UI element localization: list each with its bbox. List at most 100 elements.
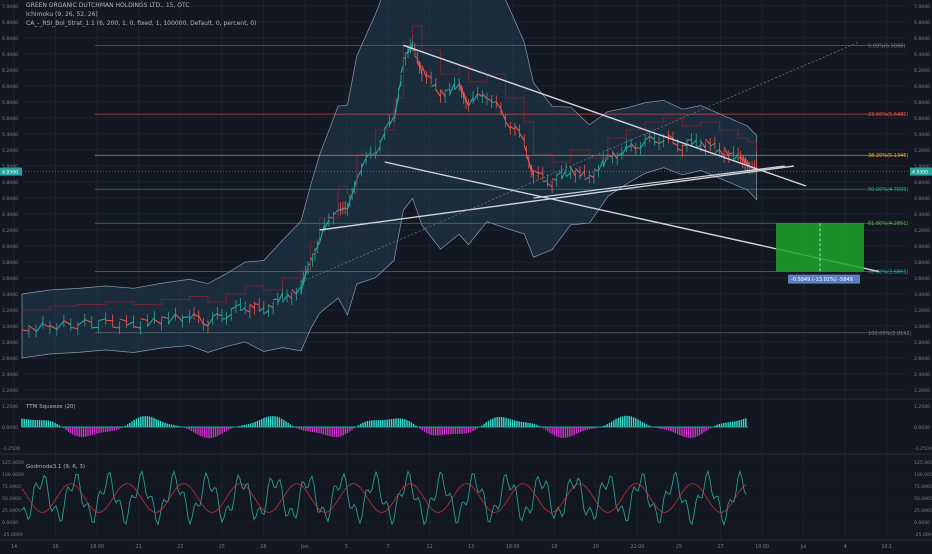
price-segment <box>273 299 278 300</box>
price-tick-left: 6.2000 <box>2 68 18 74</box>
price-tick-left: 6.8000 <box>2 20 18 26</box>
price-tick-right: 6.2000 <box>914 68 930 74</box>
godmode-tick-right: -25.0000 <box>914 532 932 538</box>
godmode-panel: Godmode3.1 (9, 6, 3)125.0000125.0000100.… <box>2 460 932 538</box>
price-tick-right: 2.2000 <box>914 388 930 394</box>
time-tick: 21 <box>136 544 142 550</box>
price-tick-left: 5.8000 <box>2 100 18 106</box>
godmode-tick-right: 75.0000 <box>914 484 932 490</box>
price-tick-right: 3.2000 <box>914 308 930 314</box>
price-tick-right: 3.4000 <box>914 292 930 298</box>
price-tick-left: 6.0000 <box>2 84 18 90</box>
time-tick: 18:00 <box>506 544 520 550</box>
price-tick-right: 5.8000 <box>914 100 930 106</box>
godmode-title: Godmode3.1 (9, 6, 3) <box>26 464 85 470</box>
time-tick: 11 <box>427 544 433 550</box>
godmode-tick-right: 25.0000 <box>914 508 932 514</box>
ttm-tick-right: 1.2500 <box>914 404 930 410</box>
price-tick-left: 3.8000 <box>2 260 18 266</box>
godmode-tick-right: 50.0000 <box>914 496 932 502</box>
price-tick-left: 3.2000 <box>2 308 18 314</box>
fib-level-label: 0.00%(6.5088) <box>868 43 905 49</box>
godmode-tick-left: 50.0000 <box>2 496 21 502</box>
price-tick-left: 6.6000 <box>2 36 18 42</box>
price-tick-left: 3.0000 <box>2 324 18 330</box>
measure-label: -0.5849 (-13.01%) -5849 <box>791 277 853 283</box>
time-tick: Jul <box>800 544 807 550</box>
fib-level-label: 61.80%(4.2851) <box>868 221 909 227</box>
godmode-tick-left: -25.0000 <box>2 532 23 538</box>
price-tick-left: 4.8000 <box>2 180 18 186</box>
chart-title: GREEN ORGANIC DUTCHMAN HOLDINGS LTD., 15… <box>26 2 190 9</box>
ttm-tick-right: 0.0000 <box>914 425 930 431</box>
time-tick: 25 <box>676 544 682 550</box>
price-tick-left: 2.4000 <box>2 372 18 378</box>
godmode-tick-right: 100.0000 <box>914 472 932 478</box>
price-tick-right: 4.8000 <box>914 180 930 186</box>
price-tick-left: 3.6000 <box>2 276 18 282</box>
price-tick-right: 4.6000 <box>914 196 930 202</box>
last-price-label-left: 4.9300 <box>2 170 18 176</box>
fib-level-label: 38.20%(5.1346) <box>868 153 909 159</box>
time-tick: 23 <box>177 544 183 550</box>
price-tick-left: 7.0000 <box>2 4 18 10</box>
price-tick-right: 6.8000 <box>914 20 930 26</box>
godmode-tick-right: 0.0000 <box>914 520 930 526</box>
ttm-tick-left: 0.0000 <box>2 425 18 431</box>
godmode-tick-left: 75.0000 <box>2 484 21 490</box>
price-segment <box>687 140 692 141</box>
indicator-legend-ichimoku: Ichimoku (9, 26, 52, 26) <box>26 11 98 18</box>
price-segment <box>182 317 189 318</box>
time-tick: 5 <box>345 544 348 550</box>
price-tick-right: 5.4000 <box>914 132 930 138</box>
price-tick-left: 4.2000 <box>2 228 18 234</box>
price-segment <box>543 181 548 182</box>
last-price-label-right: 4.9300 <box>912 170 928 176</box>
price-tick-right: 3.8000 <box>914 260 930 266</box>
price-tick-right: 6.6000 <box>914 36 930 42</box>
time-tick: 27 <box>717 544 723 550</box>
ttm-tick-left: -1.2500 <box>2 446 20 452</box>
price-tick-left: 4.6000 <box>2 196 18 202</box>
price-tick-right: 6.4000 <box>914 52 930 58</box>
price-tick-right: 5.2000 <box>914 148 930 154</box>
price-segment <box>92 327 99 328</box>
fib-level-label: 100.00%(2.9148) <box>868 331 912 337</box>
price-tick-right: 4.0000 <box>914 244 930 250</box>
price-segment <box>255 304 260 305</box>
target-measure[interactable]: -0.5849 (-13.01%) -5849 <box>776 223 864 283</box>
price-tick-left: 5.2000 <box>2 148 18 154</box>
godmode-tick-left: 25.0000 <box>2 508 21 514</box>
price-segment <box>106 320 113 321</box>
price-tick-left: 2.8000 <box>2 340 18 346</box>
price-tick-right: 2.8000 <box>914 340 930 346</box>
godmode-tick-left: 0.0000 <box>2 520 18 526</box>
price-tick-right: 2.4000 <box>914 372 930 378</box>
godmode-tick-left: 125.0000 <box>2 460 24 466</box>
price-segment <box>682 145 687 146</box>
time-tick: 18:00 <box>90 544 104 550</box>
time-tick: 4 <box>844 544 847 550</box>
time-tick: 16 <box>53 544 59 550</box>
price-tick-left: 5.4000 <box>2 132 18 138</box>
price-segment <box>492 102 497 103</box>
price-tick-right: 3.6000 <box>914 276 930 282</box>
price-tick-left: 5.6000 <box>2 116 18 122</box>
ttm-tick-right: -1.2500 <box>914 446 932 452</box>
price-tick-right: 5.6000 <box>914 116 930 122</box>
time-tick: 18 <box>551 544 557 550</box>
price-tick-right: 4.4000 <box>914 212 930 218</box>
price-tick-left: 2.6000 <box>2 356 18 362</box>
indicator-legend-rsi-bol: CA_-_RSI_Bol_Strat_1.1 (6, 200, 1, 0, fi… <box>26 20 256 27</box>
time-tick: Jun <box>300 544 309 550</box>
price-tick-right: 4.2000 <box>914 228 930 234</box>
fib-level-label: 23.60%(5.6480) <box>868 112 909 118</box>
price-tick-right: 3.0000 <box>914 324 930 330</box>
price-tick-right: 2.6000 <box>914 356 930 362</box>
price-tick-left: 4.0000 <box>2 244 18 250</box>
price-tick-left: 2.2000 <box>2 388 18 394</box>
time-tick: 22:00 <box>630 544 644 550</box>
